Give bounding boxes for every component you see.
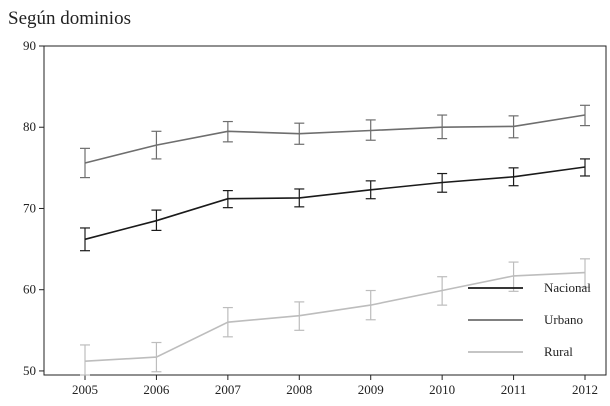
- chart-axes: 50 60 70 80 90 2005 2006 2007 2008 2009 2010 2011 20…: [23, 38, 607, 397]
- series-nacional: [80, 158, 590, 252]
- legend: Nacional Urbano Rural: [468, 280, 591, 359]
- x-tick-label: 2011: [501, 382, 527, 397]
- error-bar: [580, 104, 590, 127]
- error-bar: [222, 189, 233, 209]
- error-bar: [508, 115, 519, 139]
- x-tick-label: 2006: [143, 382, 170, 397]
- series-urbano: [80, 104, 590, 179]
- y-tick-label: 60: [23, 282, 36, 297]
- x-tick-label: 2007: [215, 382, 242, 397]
- series-line: [84, 271, 586, 362]
- error-bar: [580, 158, 590, 177]
- error-bar: [294, 301, 305, 331]
- error-bar: [437, 114, 448, 140]
- error-bar: [80, 344, 90, 376]
- error-bar: [222, 120, 233, 143]
- legend-item-urbano: Urbano: [468, 312, 583, 327]
- error-bar: [151, 209, 162, 232]
- x-tick-label: 2009: [358, 382, 384, 397]
- legend-item-nacional: Nacional: [468, 280, 591, 295]
- x-tick-label: 2010: [429, 382, 455, 397]
- x-tick-label: 2005: [72, 382, 98, 397]
- x-tick-label: 2008: [286, 382, 312, 397]
- chart-title: Según dominios: [8, 8, 131, 29]
- series-layer: [80, 104, 590, 376]
- error-bar: [580, 258, 590, 288]
- series-line: [84, 166, 586, 241]
- x-tick-label: 2012: [572, 382, 598, 397]
- legend-label: Nacional: [544, 280, 591, 295]
- series-rural: [80, 258, 590, 376]
- y-tick-label: 80: [23, 119, 36, 134]
- y-tick-label: 50: [23, 363, 36, 378]
- error-bar: [508, 261, 519, 292]
- y-tick-label: 70: [23, 200, 36, 215]
- legend-label: Urbano: [544, 312, 583, 327]
- legend-label: Rural: [544, 344, 573, 359]
- plot-frame: [43, 45, 607, 376]
- error-bar: [437, 276, 448, 306]
- error-bar: [437, 172, 448, 193]
- error-bar: [365, 119, 376, 141]
- series-line: [84, 114, 586, 164]
- y-tick-label: 90: [23, 38, 36, 53]
- legend-item-rural: Rural: [468, 344, 573, 359]
